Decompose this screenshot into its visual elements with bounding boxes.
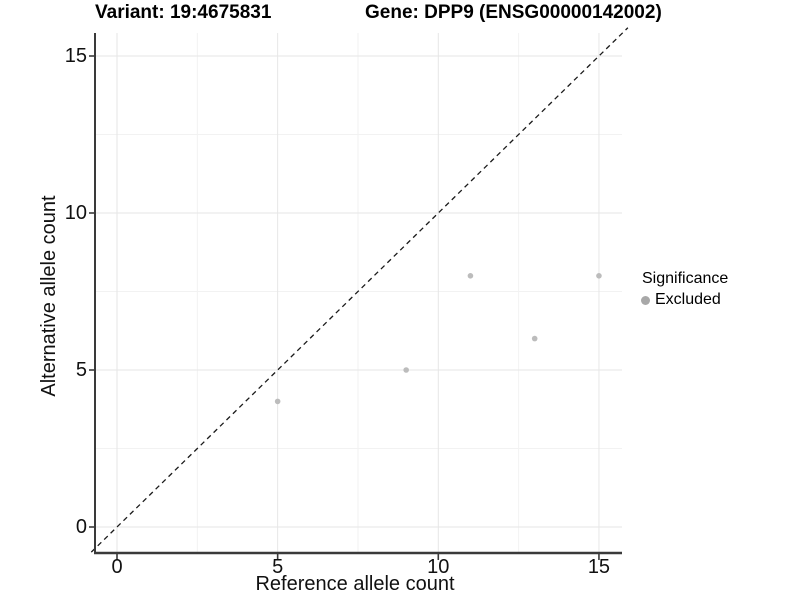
legend: Significance Excluded	[641, 269, 728, 309]
x-tick-label: 15	[587, 556, 611, 578]
y-axis-title: Alternative allele count	[38, 195, 60, 397]
plot-title-gene: Gene: DPP9 (ENSG00000142002)	[365, 2, 662, 23]
legend-entry-excluded: Excluded	[641, 291, 728, 309]
legend-entry-label: Excluded	[655, 291, 721, 308]
x-tick-label: 5	[272, 556, 284, 578]
identity-dashed-line	[90, 27, 629, 553]
y-tick-label: 0	[75, 516, 87, 538]
excluded-circle-icon	[641, 295, 650, 305]
y-tick-label: 5	[75, 359, 87, 381]
plot-title-variant: Variant: 19:4675831	[95, 2, 272, 23]
legend-title: Significance	[642, 270, 729, 287]
x-axis-title: Reference allele count	[255, 573, 455, 595]
y-tick-label: 10	[64, 202, 87, 224]
data-point	[274, 398, 281, 405]
x-tick-label: 10	[427, 556, 450, 578]
data-point	[403, 367, 409, 373]
data-point	[596, 273, 602, 279]
data-point	[531, 335, 538, 342]
x-tick-label: 0	[111, 556, 123, 578]
data-point	[467, 273, 474, 279]
y-tick-label: 15	[64, 45, 87, 67]
